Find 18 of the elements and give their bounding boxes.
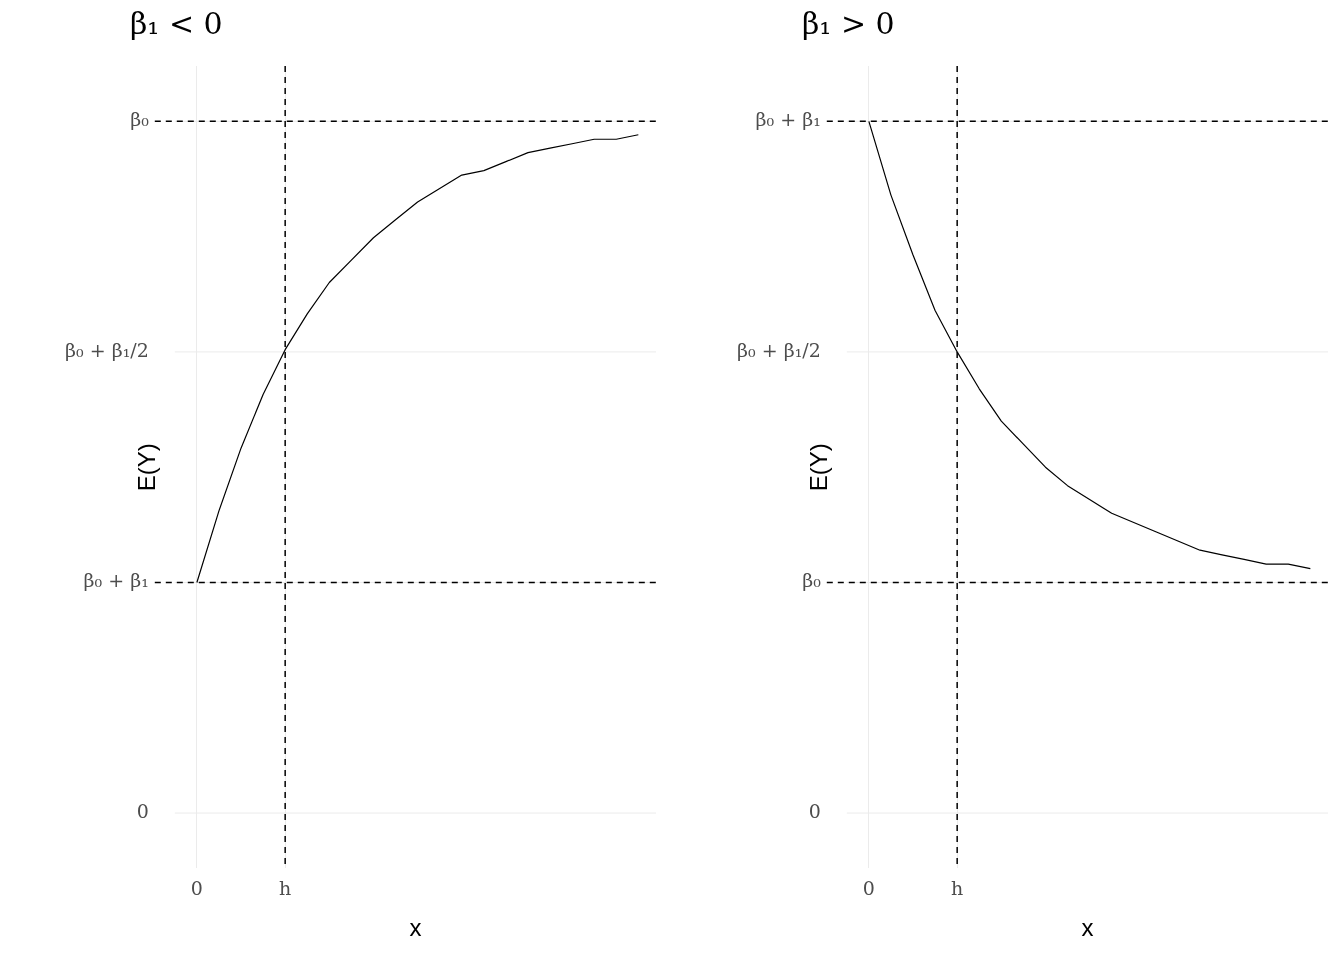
x-axis-title: x (1081, 914, 1094, 942)
x-axis-title: x (409, 914, 422, 942)
ref-line-label: β₀ + β₁ (755, 108, 821, 131)
x-tick-label: h (951, 876, 964, 899)
chart-title: β₁ < 0 (130, 5, 223, 41)
text: β₀ + β₁/2 (737, 338, 821, 361)
text: 0 (808, 800, 821, 822)
ref-line-label: β₀ (130, 108, 150, 131)
x-tick-label: h (279, 876, 292, 899)
text: 0 (136, 800, 149, 822)
ref-line-label: β₀ + β₁ (83, 569, 149, 592)
ref-line-label: β₀ (802, 569, 822, 592)
x-tick-label: 0 (190, 876, 203, 899)
text: β₀ + β₁/2 (65, 338, 149, 361)
y-axis-title: E(Y) (133, 443, 161, 492)
chart-title: β₁ > 0 (802, 5, 895, 41)
y-axis-title: E(Y) (805, 443, 833, 492)
x-tick-label: 0 (862, 876, 875, 899)
